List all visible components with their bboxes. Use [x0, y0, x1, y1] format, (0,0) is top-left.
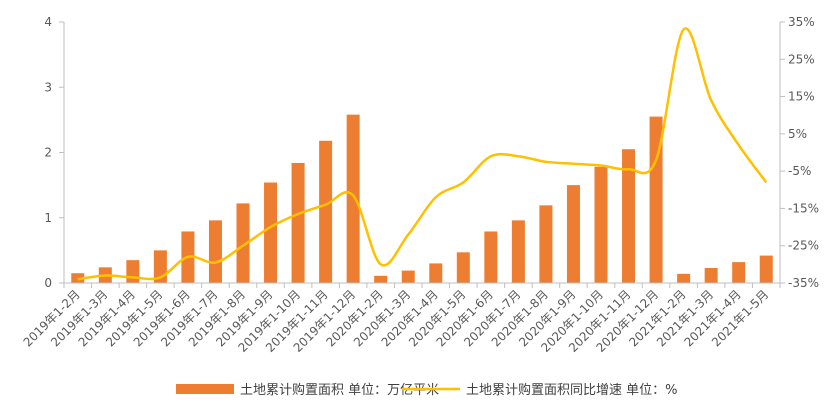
right-tick-label: 5%: [788, 127, 807, 141]
bar: [291, 162, 305, 283]
right-tick-label: -15%: [788, 201, 819, 215]
bar: [566, 185, 580, 283]
left-tick-label: 1: [44, 211, 52, 225]
legend-label-line: 土地累计购置面积同比增速 单位：%: [466, 382, 678, 398]
bar: [126, 260, 140, 283]
left-tick-label: 4: [44, 15, 52, 29]
x-tick-labels: 2019年1-2月2019年1-3月2019年1-4月2019年1-5月2019…: [21, 287, 772, 355]
bar: [319, 140, 333, 283]
bar: [374, 275, 388, 283]
bar: [456, 252, 470, 283]
left-tick-label: 3: [44, 80, 52, 94]
bar: [346, 114, 360, 283]
right-tick-label: 15%: [788, 90, 815, 104]
axes: [59, 21, 785, 288]
bar: [704, 267, 718, 283]
right-tick-label: 25%: [788, 52, 815, 66]
right-y-tick-labels: -35% -25% -15% -5% 5% 15% 25% 35%: [788, 15, 819, 290]
right-tick-label: -35%: [788, 276, 819, 290]
legend: 土地累计购置面积 单位：万亿平米 土地累计购置面积同比增速 单位：%: [176, 382, 678, 398]
bar: [594, 166, 608, 283]
right-tick-label: -25%: [788, 239, 819, 253]
bar: [484, 231, 498, 283]
line-series: [77, 27, 768, 281]
right-tick-label: -5%: [788, 164, 811, 178]
bar: [401, 270, 415, 283]
bar-series: [71, 114, 773, 283]
bar: [622, 149, 636, 283]
bar: [208, 220, 222, 283]
left-tick-label: 0: [44, 276, 52, 290]
bar: [677, 273, 691, 283]
bar: [649, 116, 663, 283]
left-tick-label: 2: [44, 146, 52, 160]
left-y-tick-labels: 0 1 2 3 4: [44, 15, 52, 290]
right-tick-label: 35%: [788, 15, 815, 29]
legend-label-bar: 土地累计购置面积 单位：万亿平米: [240, 382, 439, 398]
bar: [539, 205, 553, 283]
bar: [264, 182, 278, 283]
bar: [429, 263, 443, 283]
bar: [732, 262, 746, 283]
legend-swatch-bar: [176, 384, 234, 394]
bar: [759, 255, 773, 283]
bar: [511, 220, 525, 283]
growth-line: [77, 27, 768, 281]
bar: [236, 203, 250, 283]
